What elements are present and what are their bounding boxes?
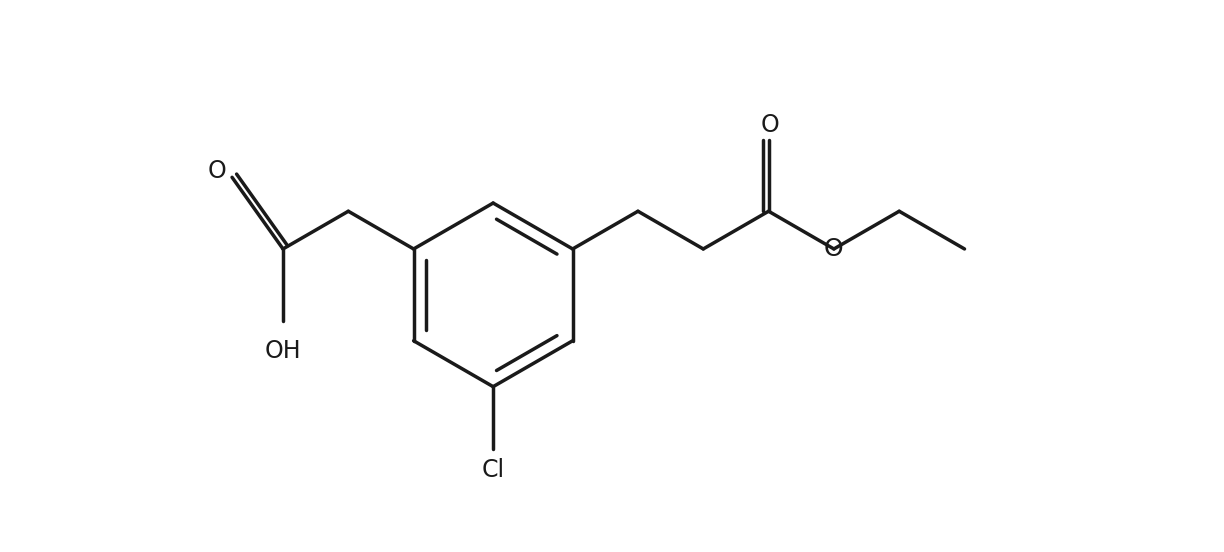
Text: Cl: Cl	[481, 458, 504, 482]
Text: OH: OH	[264, 338, 301, 363]
Text: O: O	[761, 113, 780, 137]
Text: O: O	[824, 237, 843, 261]
Text: O: O	[208, 159, 226, 183]
